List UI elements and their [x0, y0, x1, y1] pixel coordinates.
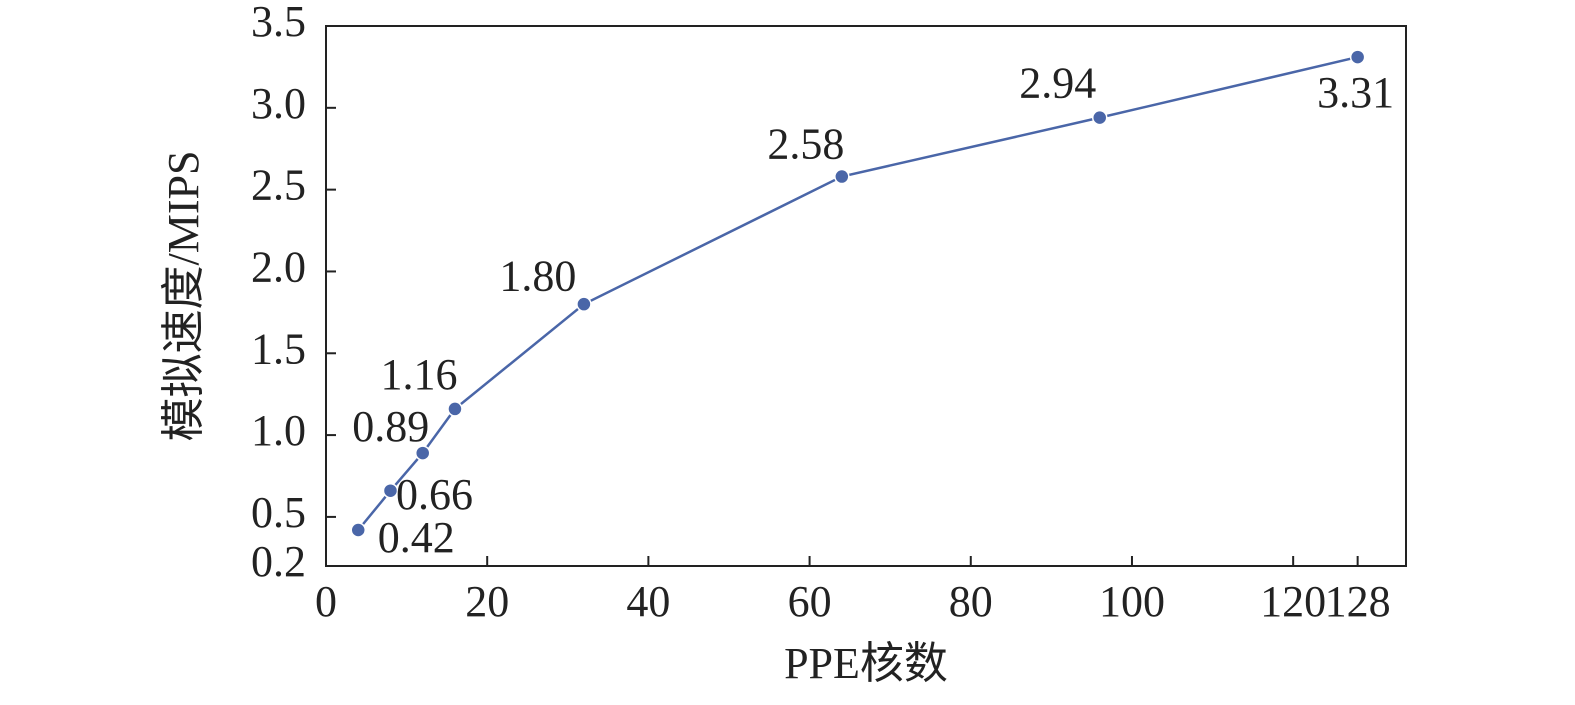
data-label: 0.89 — [352, 402, 429, 451]
data-label: 0.66 — [396, 470, 473, 519]
x-tick-label: 40 — [626, 577, 670, 626]
x-axis-label: PPE核数 — [784, 639, 948, 688]
x-tick-label: 0 — [315, 577, 337, 626]
point — [576, 296, 592, 312]
y-tick-label: 1.0 — [251, 406, 306, 455]
point — [382, 482, 399, 499]
data-label: 0.42 — [378, 513, 455, 562]
x-tick-label: 120 — [1260, 577, 1326, 626]
point — [834, 168, 850, 185]
data-label: 1.80 — [499, 251, 576, 300]
y-tick-label: 1.5 — [251, 324, 306, 373]
point — [1091, 109, 1108, 126]
x-tick-label: 80 — [949, 577, 993, 626]
x-tick-label: 60 — [788, 577, 832, 626]
y-tick-label: 3.5 — [251, 0, 306, 46]
point — [1349, 49, 1366, 65]
y-tick-label: 0.2 — [251, 537, 306, 586]
point — [350, 522, 366, 538]
data-label: 3.31 — [1317, 68, 1394, 117]
x-tick-label: 100 — [1099, 577, 1165, 626]
x-tick-label: 128 — [1325, 577, 1391, 626]
y-tick-label: 0.5 — [251, 488, 306, 537]
data-label: 2.58 — [767, 120, 844, 169]
y-tick-label: 3.0 — [251, 79, 306, 128]
data-label: 2.94 — [1019, 59, 1096, 108]
plot-frame — [325, 25, 1407, 567]
x-tick-label: 20 — [465, 577, 509, 626]
y-tick-label: 2.0 — [251, 243, 306, 292]
point — [447, 401, 463, 417]
line — [357, 55, 1358, 531]
y-axis-label: 模拟速度/MIPS — [159, 151, 208, 442]
data-label: 1.16 — [380, 350, 457, 399]
y-tick-label: 2.5 — [251, 161, 306, 210]
point — [414, 445, 431, 461]
